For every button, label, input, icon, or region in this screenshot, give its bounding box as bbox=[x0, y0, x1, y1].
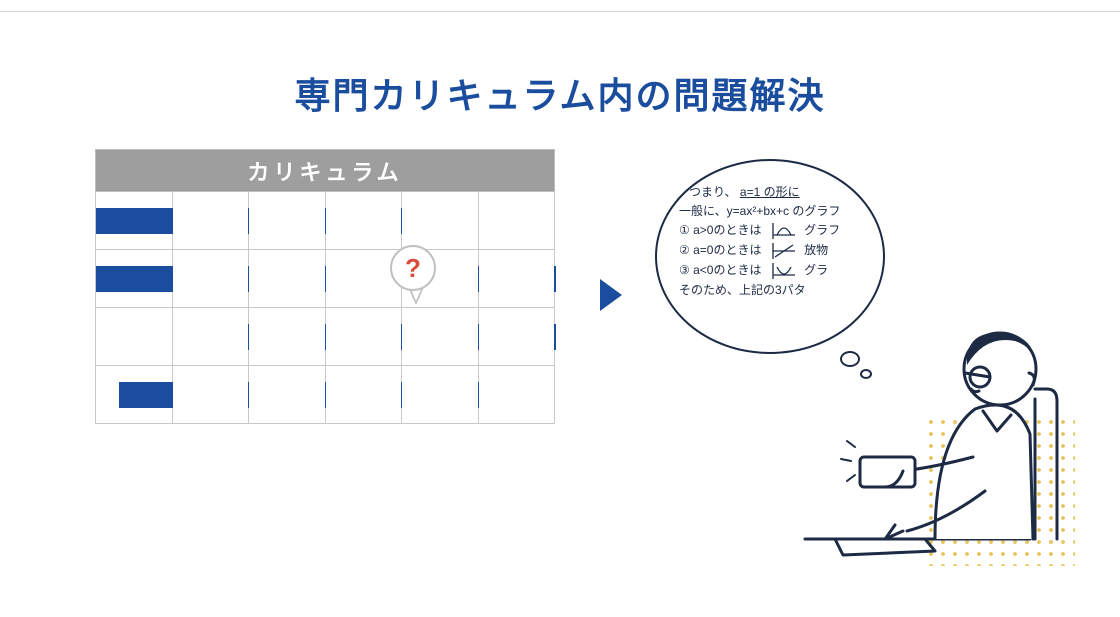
gantt-cell bbox=[325, 366, 402, 424]
gantt-cell bbox=[172, 366, 249, 424]
parabola-down-icon bbox=[771, 261, 797, 281]
bubble-line: ③ a<0のときは グラ bbox=[679, 261, 865, 281]
gantt-cell bbox=[402, 308, 479, 366]
arrow-right-icon bbox=[600, 279, 622, 311]
gantt-header: カリキュラム bbox=[96, 150, 555, 192]
gantt-cell bbox=[172, 192, 249, 250]
gantt-cell bbox=[96, 250, 173, 308]
question-bubble: ? bbox=[390, 245, 436, 291]
bubble-line: 一般に、y=ax²+bx+c のグラフ bbox=[679, 202, 865, 221]
gantt-cell bbox=[478, 250, 555, 308]
gantt-cell bbox=[478, 192, 555, 250]
gantt-cell bbox=[249, 192, 326, 250]
bubble-line: つまり、 a=1 の形に bbox=[679, 183, 865, 202]
gantt-cell bbox=[249, 366, 326, 424]
bubble-tail bbox=[860, 369, 872, 379]
gantt-cell bbox=[325, 192, 402, 250]
parabola-up-icon bbox=[771, 221, 797, 241]
speech-bubble: つまり、 a=1 の形に 一般に、y=ax²+bx+c のグラフ ① a>0のと… bbox=[655, 159, 885, 354]
bubble-line: そのため、上記の3パタ bbox=[679, 281, 865, 300]
gantt-cell bbox=[249, 308, 326, 366]
content-area: カリキュラム ? つまり、 a=1 の形に 一般に、y=ax²+bx+c のグラ… bbox=[0, 149, 1120, 589]
gantt-cell bbox=[402, 192, 479, 250]
gantt-cell bbox=[402, 366, 479, 424]
gantt-cell bbox=[172, 250, 249, 308]
question-mark-icon: ? bbox=[405, 253, 421, 284]
bubble-line: ② a=0のときは 放物 bbox=[679, 241, 865, 261]
gantt-cell bbox=[478, 308, 555, 366]
line-graph-icon bbox=[771, 241, 797, 261]
bubble-tail bbox=[840, 351, 860, 367]
page-title: 専門カリキュラム内の問題解決 bbox=[0, 67, 1120, 119]
gantt-cell bbox=[96, 192, 173, 250]
gantt-cell bbox=[478, 366, 555, 424]
gantt-cell bbox=[96, 308, 173, 366]
gantt-cell bbox=[96, 366, 173, 424]
illustration: つまり、 a=1 の形に 一般に、y=ax²+bx+c のグラフ ① a>0のと… bbox=[655, 159, 1075, 569]
top-divider bbox=[0, 0, 1120, 12]
bubble-line: ① a>0のときは グラフ bbox=[679, 221, 865, 241]
gantt-cell bbox=[325, 250, 402, 308]
gantt-cell bbox=[249, 250, 326, 308]
gantt-cell bbox=[172, 308, 249, 366]
gantt-cell bbox=[325, 308, 402, 366]
curriculum-gantt: カリキュラム bbox=[95, 149, 555, 424]
